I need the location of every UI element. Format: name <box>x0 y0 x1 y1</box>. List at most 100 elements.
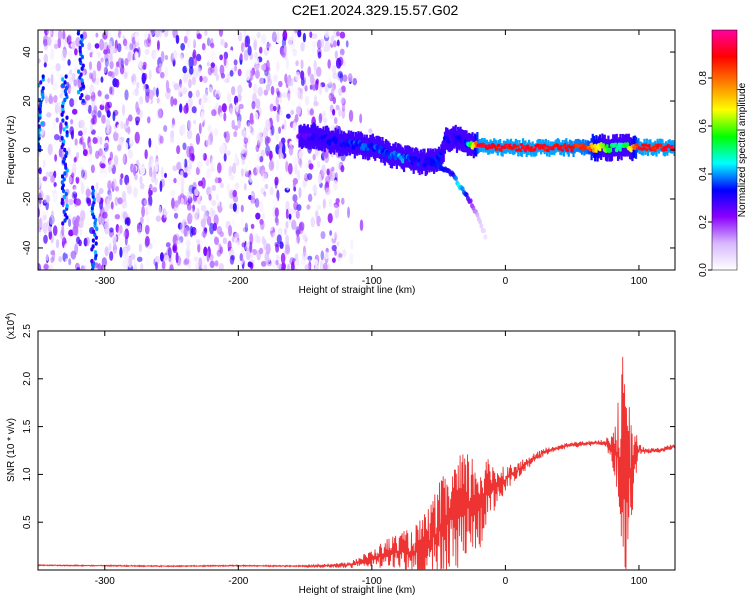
noise-cell <box>71 40 76 51</box>
noise-cell <box>301 233 308 241</box>
noise-cell <box>280 252 286 264</box>
noise-cell <box>55 63 61 72</box>
noise-cell <box>240 217 244 226</box>
noise-cell <box>209 207 214 218</box>
noise-cell <box>292 48 298 57</box>
y-tick-label: 0.5 <box>22 515 33 529</box>
y-tick-label: 0 <box>22 147 33 153</box>
noise-cell <box>243 49 249 62</box>
noise-cell <box>73 186 77 195</box>
noise-cell <box>165 242 171 248</box>
noise-cell <box>147 97 152 105</box>
noise-cell <box>243 30 247 39</box>
noise-cell <box>123 230 127 238</box>
noise-cell <box>249 241 253 254</box>
noise-cell <box>223 153 227 162</box>
noise-cell <box>182 172 188 178</box>
noise-cell <box>269 186 274 196</box>
noise-cell <box>306 46 310 53</box>
noise-cell <box>233 237 239 249</box>
noise-cell <box>99 206 105 218</box>
noise-cell <box>274 207 279 218</box>
streak-cell <box>78 45 82 51</box>
noise-cell <box>234 232 240 239</box>
noise-cell <box>136 256 143 262</box>
noise-cell <box>322 117 328 124</box>
noise-cell <box>139 182 145 190</box>
noise-cell <box>335 197 340 204</box>
noise-cell <box>287 92 292 102</box>
noise-cell <box>212 222 218 232</box>
noise-cell <box>52 192 58 203</box>
noise-cell <box>192 91 196 100</box>
noise-cell <box>235 102 239 113</box>
noise-cell <box>145 63 150 75</box>
noise-cell <box>256 139 261 149</box>
noise-cell <box>173 200 180 208</box>
x-tick-label: -200 <box>228 276 248 287</box>
noise-cell <box>324 30 330 38</box>
noise-cell <box>190 207 194 220</box>
noise-cell <box>77 183 82 192</box>
noise-cell <box>43 234 48 244</box>
noise-cell <box>250 35 257 43</box>
noise-cell <box>195 262 199 270</box>
noise-cell <box>106 198 111 210</box>
noise-cell <box>177 88 181 98</box>
noise-cell <box>154 143 159 154</box>
noise-cell <box>304 95 310 106</box>
spectrogram-y-axis-label: Frequency (Hz) <box>6 116 17 185</box>
noise-cell <box>220 38 225 46</box>
noise-cell <box>238 103 244 110</box>
noise-cell <box>175 34 180 44</box>
noise-cell <box>229 69 234 77</box>
noise-cell <box>292 122 297 131</box>
noise-cell <box>95 170 101 183</box>
noise-cell <box>127 256 133 268</box>
noise-cell <box>84 94 91 101</box>
noise-cell <box>180 221 185 234</box>
noise-cell <box>210 67 215 74</box>
noise-cell <box>187 119 192 130</box>
noise-cell <box>207 96 211 104</box>
noise-cell <box>307 55 313 64</box>
noise-cell <box>87 199 92 207</box>
signal-cell <box>516 144 521 148</box>
noise-cell <box>290 109 295 115</box>
noise-cell <box>136 146 141 159</box>
noise-cell <box>186 167 191 176</box>
noise-cell <box>275 87 280 95</box>
noise-cell <box>208 46 212 54</box>
noise-cell <box>267 31 271 37</box>
noise-cell <box>210 199 217 207</box>
colorbar-tick-label: 0.4 <box>698 167 709 181</box>
noise-cell <box>171 117 175 127</box>
noise-cell <box>292 156 299 165</box>
noise-cell <box>247 261 252 268</box>
noise-cell <box>230 207 234 214</box>
noise-cell <box>164 172 168 178</box>
noise-cell <box>234 125 239 131</box>
noise-cell <box>76 151 80 159</box>
noise-cell <box>147 194 153 207</box>
noise-cell <box>241 157 245 166</box>
y-tick-label: 20 <box>22 95 33 107</box>
noise-cell <box>89 72 93 80</box>
noise-cell <box>180 186 184 196</box>
noise-cell <box>203 264 208 270</box>
noise-cell <box>250 192 255 204</box>
noise-cell <box>226 92 232 104</box>
noise-cell <box>52 95 58 107</box>
noise-cell <box>183 228 188 237</box>
noise-cell <box>191 123 197 131</box>
noise-cell <box>115 78 120 88</box>
noise-cell <box>215 93 220 100</box>
noise-cell <box>146 204 152 215</box>
noise-cell <box>310 216 316 228</box>
noise-cell <box>151 186 158 193</box>
noise-cell <box>259 136 264 144</box>
noise-cell <box>82 126 88 136</box>
noise-cell <box>132 80 137 91</box>
noise-cell <box>266 150 270 157</box>
noise-cell <box>219 246 224 254</box>
